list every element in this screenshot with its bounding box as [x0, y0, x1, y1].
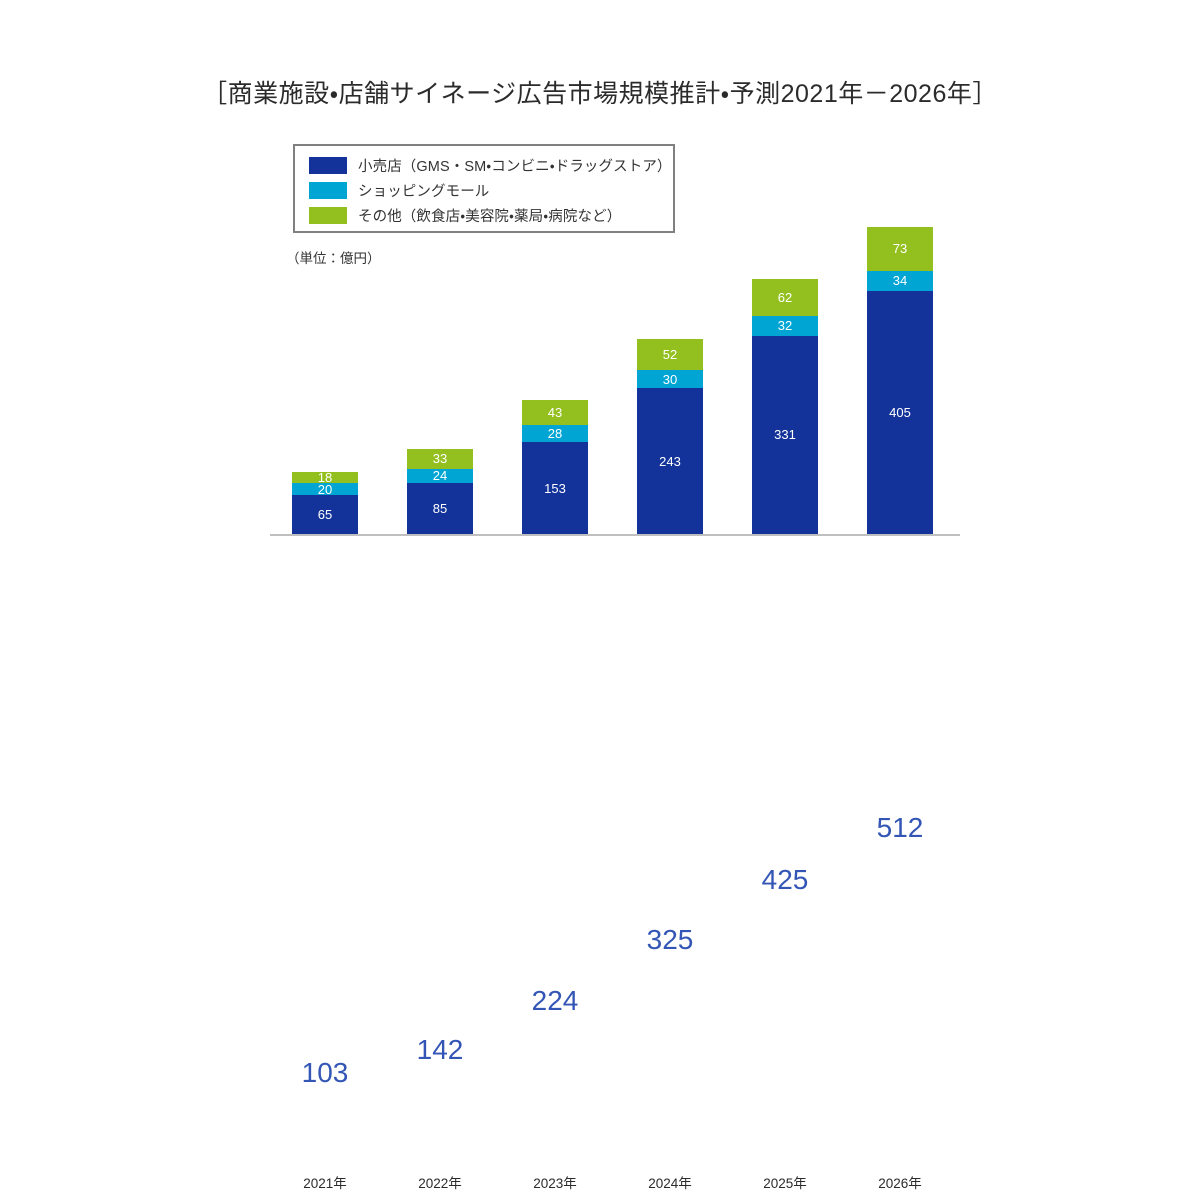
- legend-item-retail[interactable]: 小売店（GMS・SM・コンビニ・ドラッグストア）: [309, 153, 673, 178]
- bar-segment[interactable]: 331: [752, 335, 818, 534]
- bar-segment[interactable]: 18: [292, 470, 358, 486]
- bar-segment[interactable]: 243: [637, 388, 703, 534]
- x-axis-line: [270, 534, 960, 536]
- legend-label-retail: 小売店（GMS・SM・コンビニ・ドラッグストア）: [358, 159, 672, 175]
- bar-total-label: 103: [301, 1057, 349, 1089]
- unit-label: （単位：億円）: [286, 251, 381, 266]
- bar-segment-value: 52: [662, 347, 678, 363]
- bar-stack[interactable]: 62 32 331: [752, 279, 818, 534]
- bar-stack[interactable]: 73 34 405: [867, 227, 933, 534]
- x-axis-tick-label: 2023年: [533, 1176, 577, 1191]
- bar-total-label: 425: [761, 864, 809, 896]
- bar-segment-value: 20: [317, 481, 333, 497]
- bar-stack[interactable]: 43 28 153: [522, 399, 588, 534]
- bar-segment[interactable]: 30: [637, 370, 703, 389]
- bar-stack[interactable]: 18 20 65: [292, 470, 358, 534]
- bar-segment-value: 32: [777, 318, 793, 334]
- bar-total-label: 512: [876, 812, 924, 843]
- bar-stack[interactable]: 52 30 243: [637, 339, 703, 534]
- bar-segment-value: 30: [662, 371, 678, 387]
- x-axis-tick-label: 2026年: [878, 1176, 922, 1191]
- x-axis-tick-label: 2021年: [303, 1176, 347, 1191]
- bar-segment[interactable]: 24: [407, 468, 473, 484]
- x-axis-tick-label: 2025年: [763, 1176, 807, 1191]
- bar-segment[interactable]: 34: [867, 270, 933, 292]
- legend-item-shopping-mall[interactable]: ショッピングモール: [309, 178, 673, 203]
- bar-segment[interactable]: 32: [752, 316, 818, 336]
- legend-swatch-shopping-mall: [309, 182, 347, 199]
- chart-legend: 小売店（GMS・SM・コンビニ・ドラッグストア） ショッピングモール その他（飲…: [293, 144, 675, 233]
- bar-segment-value: 62: [777, 290, 793, 306]
- bar-segment-value: 73: [892, 241, 908, 257]
- bar-segment-value: 331: [774, 427, 796, 443]
- legend-label-shopping-mall: ショッピングモール: [358, 184, 490, 200]
- bar-segment-value: 65: [317, 507, 333, 523]
- bar-segment-value: 405: [889, 405, 911, 421]
- bar-segment-value: 18: [317, 470, 333, 486]
- bar-segment-value: 24: [432, 468, 448, 484]
- bar-segment-value: 85: [432, 501, 448, 517]
- legend-swatch-retail: [309, 157, 347, 174]
- x-axis-tick-label: 2024年: [648, 1176, 692, 1191]
- bar-stack[interactable]: 33 24 85: [407, 448, 473, 534]
- x-axis-tick-label: 2022年: [418, 1176, 462, 1191]
- bar-segment[interactable]: 65: [292, 495, 358, 534]
- bar-total-label: 224: [531, 984, 579, 1016]
- bar-segment[interactable]: 43: [522, 399, 588, 426]
- bar-total-label: 325: [646, 924, 694, 956]
- bar-segment[interactable]: 20: [292, 481, 358, 497]
- stacked-bar-chart: ［商業施設・店舗サイネージ広告市場規模推計・予測2021年－2026年］ 小売店…: [202, 80, 998, 1191]
- bar-segment-value: 43: [547, 405, 563, 421]
- bar-segment[interactable]: 62: [752, 279, 818, 317]
- bar-segment[interactable]: 153: [522, 442, 588, 534]
- bar-segment-value: 33: [432, 451, 448, 467]
- bar-segment[interactable]: 85: [407, 483, 473, 534]
- bar-segment-value: 243: [659, 453, 681, 469]
- bar-total-label: 142: [416, 1033, 464, 1065]
- legend-swatch-other: [309, 207, 347, 224]
- bar-segment-value: 34: [892, 273, 908, 289]
- bar-segment[interactable]: 73: [867, 227, 933, 271]
- bar-segment[interactable]: 28: [522, 425, 588, 443]
- bar-segment-value: 28: [547, 426, 563, 442]
- bar-segment[interactable]: 405: [867, 291, 933, 534]
- legend-item-other[interactable]: その他（飲食店・美容院・薬局・病院など）: [309, 203, 673, 228]
- chart-title: ［商業施設・店舗サイネージ広告市場規模推計・予測2021年－2026年］: [202, 80, 998, 108]
- legend-label-other: その他（飲食店・美容院・薬局・病院など）: [358, 209, 622, 225]
- bar-segment-value: 153: [544, 480, 566, 496]
- bar-segment[interactable]: 52: [637, 339, 703, 371]
- plot-area: 18 20 65 103 2021年 33 24 85 142 2022年 43 28 153 224 20…: [270, 227, 960, 1191]
- bar-segment[interactable]: 33: [407, 448, 473, 469]
